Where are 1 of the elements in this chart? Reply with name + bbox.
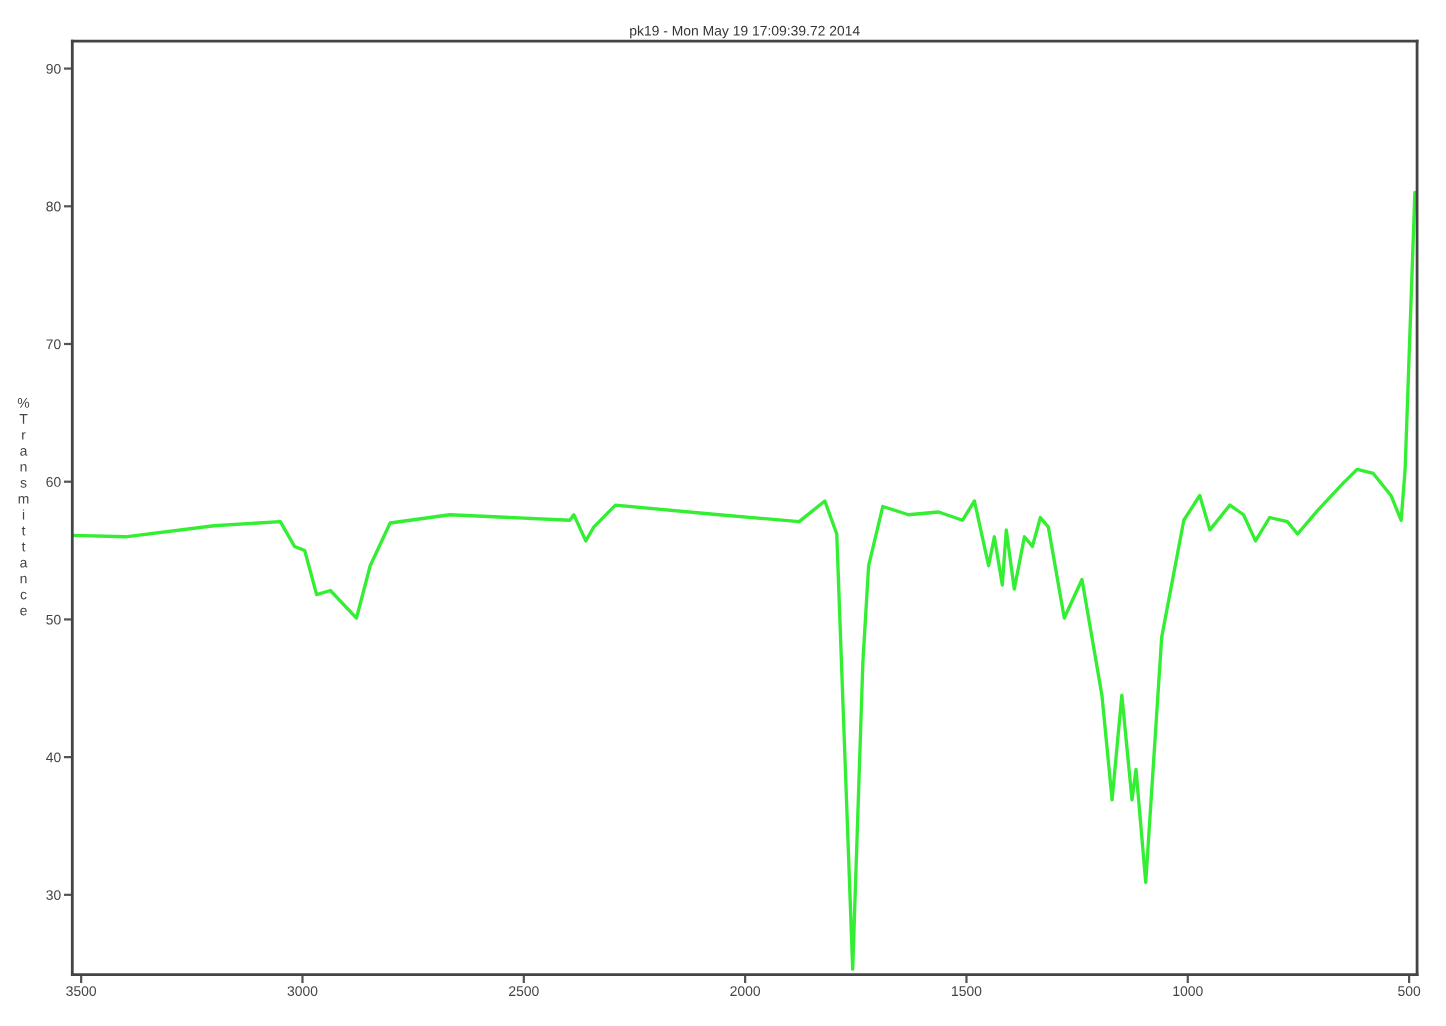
line-series — [72, 190, 1417, 971]
